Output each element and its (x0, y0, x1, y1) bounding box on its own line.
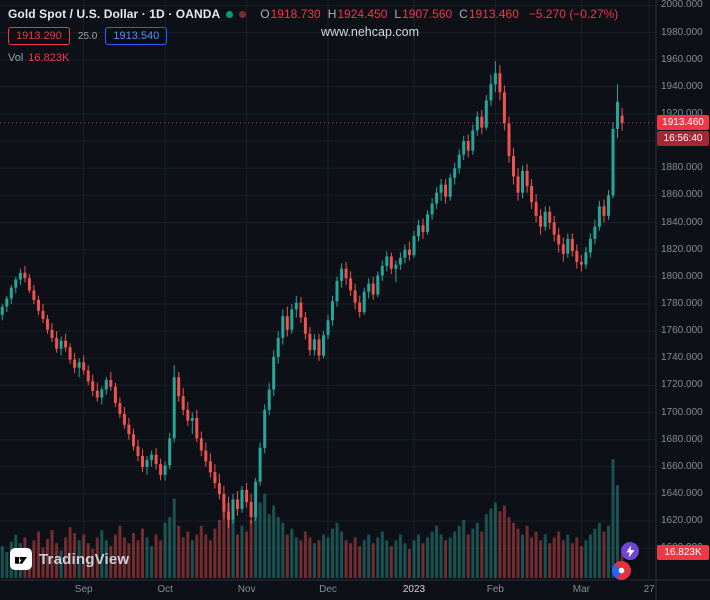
high-label: H (327, 7, 337, 21)
price-tick-label: 1880.000 (661, 162, 703, 174)
volume-indicator-label: Vol (8, 52, 24, 64)
price-tick-label: 1700.000 (661, 406, 703, 418)
high-value: 1924.450 (337, 7, 388, 21)
time-tick-label: Oct (157, 584, 173, 595)
lightning-icon (625, 545, 635, 557)
buy-button[interactable]: 1913.540 (105, 27, 168, 45)
price-tick-label: 1680.000 (661, 433, 703, 445)
price-tick-label: 1960.000 (661, 53, 703, 65)
close-value: 1913.460 (468, 7, 519, 21)
price-tick-label: 1980.000 (661, 26, 703, 38)
ohlc-values: O 1918.730 H 1924.450 L 1907.560 C 1913.460 (260, 7, 519, 21)
volume-value-badge: 16.823K (657, 544, 709, 560)
time-scale[interactable]: Sep Oct Nov Dec 2023 Feb Mar 27 (0, 580, 710, 600)
price-tick-label: 1760.000 (661, 325, 703, 337)
bar-countdown-badge: 16:56:40 (657, 130, 709, 146)
price-tick-label: 1820.000 (661, 243, 703, 255)
open-label: O (260, 7, 270, 21)
tradingview-logo[interactable]: TradingView (10, 548, 129, 570)
price-scale[interactable]: 1913.460 16:56:40 16.823K 2000.000 1980.0… (656, 0, 710, 580)
time-tick-label: 27 (643, 584, 655, 595)
time-tick-label: Mar (572, 584, 590, 595)
time-tick-label: Nov (237, 584, 256, 595)
price-change: −5.270 (−0.27%) (528, 7, 619, 21)
price-tick-label: 1920.000 (661, 108, 703, 119)
price-tick-label: 1640.000 (661, 487, 703, 499)
time-tick-label: Feb (486, 584, 504, 595)
red-blue-circle-button[interactable] (612, 561, 631, 580)
low-label: L (394, 7, 402, 21)
site-watermark: www.nehcap.com (321, 25, 419, 39)
lightning-boost-button[interactable] (621, 542, 639, 560)
chart-legend: Gold Spot / U.S. Dollar · 1D · OANDA O 19… (8, 6, 618, 64)
price-tick-label: 1940.000 (661, 80, 703, 92)
price-tick-label: 1840.000 (661, 216, 703, 228)
price-tick-label: 1740.000 (661, 352, 703, 364)
tradingview-logo-icon (10, 548, 32, 570)
price-tick-label: 1860.000 (661, 189, 703, 201)
price-tick-label: 1620.000 (661, 515, 703, 527)
low-value: 1907.560 (402, 7, 453, 21)
time-tick-label: 2023 (402, 584, 426, 595)
price-tick-label: 1780.000 (661, 298, 703, 309)
price-tick-label: 1800.000 (661, 270, 703, 282)
price-tick-label: 1660.000 (661, 460, 703, 472)
volume-indicator-value: 16.823K (28, 52, 70, 64)
open-value: 1918.730 (270, 7, 321, 21)
last-price-badge: 1913.460 (657, 114, 709, 130)
sell-button[interactable]: 1913.290 (8, 27, 70, 45)
symbol-title[interactable]: Gold Spot / U.S. Dollar · 1D · OANDA (8, 7, 221, 21)
price-tick-label: 2000.000 (661, 0, 703, 11)
time-tick-label: Dec (319, 584, 337, 595)
close-label: C (459, 7, 468, 21)
price-tick-label: 1720.000 (661, 379, 703, 391)
tradingview-logo-text: TradingView (39, 550, 130, 568)
alert-status-dot-icon (239, 10, 247, 18)
time-tick-label: Sep (74, 584, 93, 595)
market-status-dot-icon (226, 10, 234, 18)
spread-value: 25.0 (77, 30, 98, 42)
volume-indicator-row: Vol 16.823K (8, 52, 618, 64)
